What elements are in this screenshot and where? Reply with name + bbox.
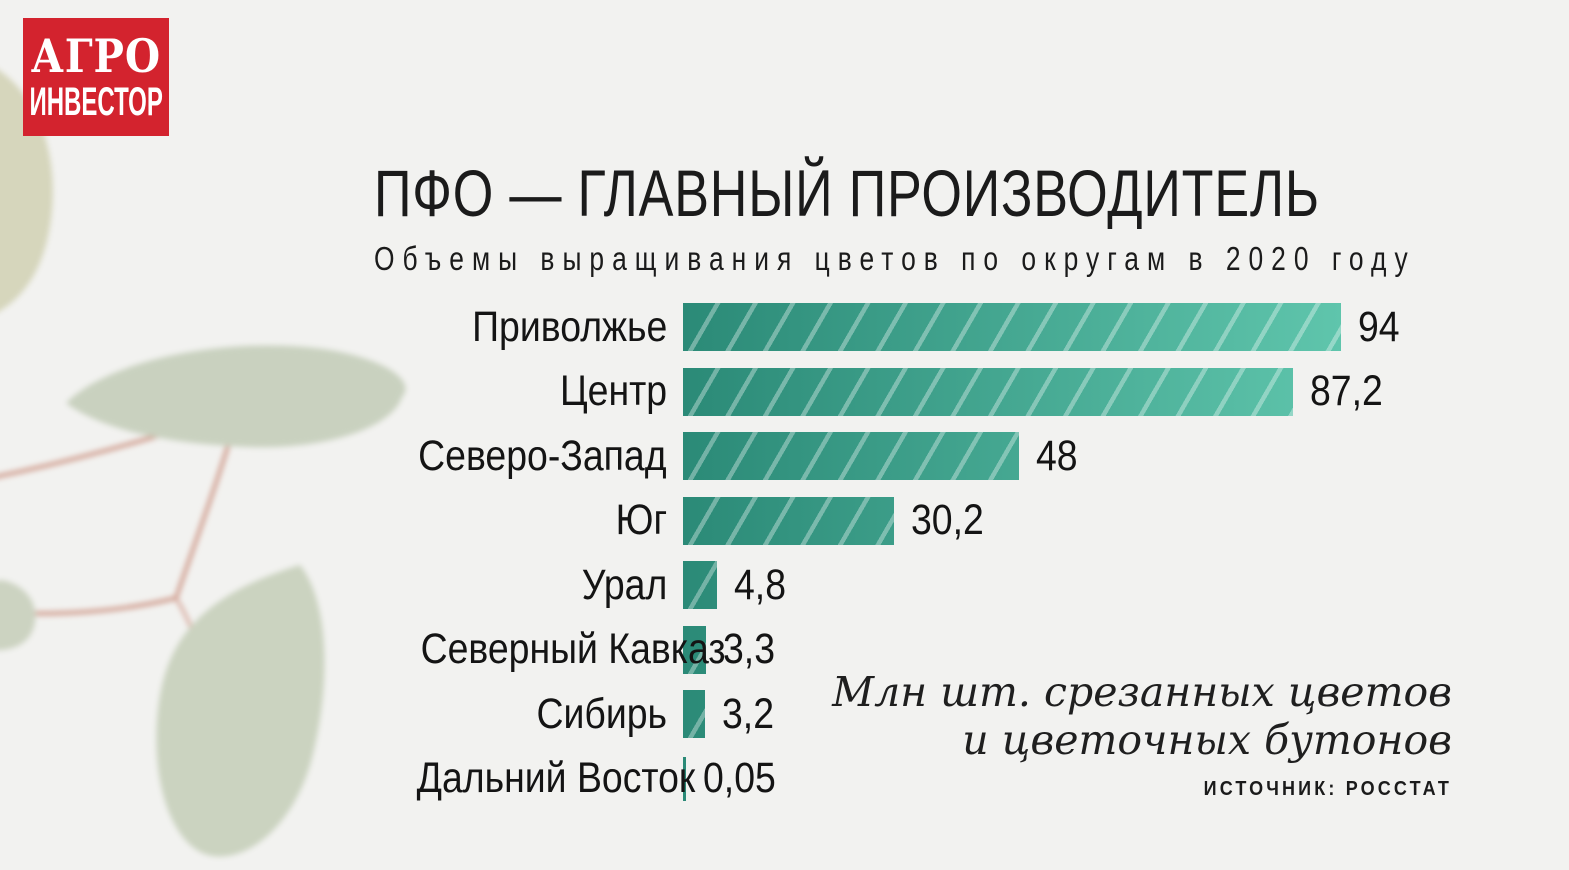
bar bbox=[683, 432, 1019, 480]
title-block: ПФО — ГЛАВНЫЙ ПРОИЗВОДИТЕЛЬ Объемы выращ… bbox=[374, 160, 1569, 275]
value-label: 3,3 bbox=[723, 625, 776, 673]
unit-note-line2: и цветочных бутонов bbox=[962, 716, 1452, 765]
bar-chart: Приволжье 94 Центр 87,2 Северо-Запад 48 Юг 30,2… bbox=[375, 303, 1525, 819]
chart-title: ПФО — ГЛАВНЫЙ ПРОИЗВОДИТЕЛЬ bbox=[374, 156, 1320, 230]
category-label: Урал bbox=[581, 560, 667, 609]
category-label: Дальний Восток bbox=[416, 754, 696, 802]
bar bbox=[683, 367, 1294, 416]
bar-row: Сибирь 3,2 bbox=[375, 690, 1525, 738]
chart-subtitle: Объемы выращивания цветов по округам в 2… bbox=[374, 240, 1416, 277]
value-label: 4,8 bbox=[733, 560, 786, 609]
bar-row: Урал 4,8 bbox=[375, 561, 1525, 609]
bar bbox=[683, 303, 1341, 351]
value-label: 94 bbox=[1358, 302, 1400, 351]
bar bbox=[683, 756, 686, 801]
value-label: 48 bbox=[1036, 431, 1078, 480]
category-label: Северо-Запад bbox=[418, 431, 667, 480]
source-label: ИСТОЧНИК: РОССТАТ bbox=[1203, 778, 1452, 800]
bar-row: Дальний Восток 0,05 bbox=[375, 755, 1525, 803]
bar-label-cell: Приволжье bbox=[375, 302, 683, 351]
logo-text-investor: ИНВЕСТОР bbox=[29, 79, 163, 124]
bar-row: Северо-Запад 48 bbox=[375, 432, 1525, 480]
value-label: 0,05 bbox=[703, 754, 776, 802]
bar bbox=[683, 625, 707, 674]
bar-row: Юг 30,2 bbox=[375, 496, 1525, 545]
leaf-horizontal bbox=[66, 345, 406, 448]
category-label: Северный Кавказ bbox=[420, 625, 726, 673]
bar-label-cell: Северо-Запад bbox=[375, 431, 683, 480]
category-label: Юг bbox=[615, 496, 667, 544]
bar-label-cell: Дальний Восток bbox=[375, 757, 696, 800]
unit-note: Млн шт. срезанных цветов и цветочных бут… bbox=[832, 668, 1452, 765]
category-label: Приволжье bbox=[471, 302, 667, 351]
value-label: 30,2 bbox=[911, 496, 985, 544]
bar-row: Северный Кавказ 3,3 bbox=[375, 625, 1525, 674]
agroinvestor-logo: АГРО ИНВЕСТОР bbox=[23, 18, 169, 136]
bar-row: Центр 87,2 bbox=[375, 367, 1525, 416]
category-label: Сибирь bbox=[536, 689, 667, 738]
value-label: 87,2 bbox=[1310, 367, 1384, 415]
value-label: 3,2 bbox=[722, 689, 775, 738]
bar bbox=[683, 690, 706, 738]
unit-note-line1: Млн шт. срезанных цветов bbox=[832, 668, 1452, 716]
leaf-lower bbox=[156, 565, 325, 857]
bar-label-cell: Юг bbox=[375, 499, 683, 542]
bar-label-cell: Урал bbox=[375, 560, 683, 609]
bar-label-cell: Центр bbox=[375, 370, 683, 413]
bar-row: Приволжье 94 bbox=[375, 303, 1525, 351]
leaf-small-left bbox=[0, 580, 36, 651]
bar-label-cell: Северный Кавказ bbox=[375, 628, 726, 671]
category-label: Центр bbox=[559, 367, 667, 415]
bar bbox=[683, 561, 717, 609]
logo-text-agro: АГРО bbox=[30, 28, 162, 83]
bar-label-cell: Сибирь bbox=[375, 689, 683, 738]
bar bbox=[683, 496, 895, 545]
